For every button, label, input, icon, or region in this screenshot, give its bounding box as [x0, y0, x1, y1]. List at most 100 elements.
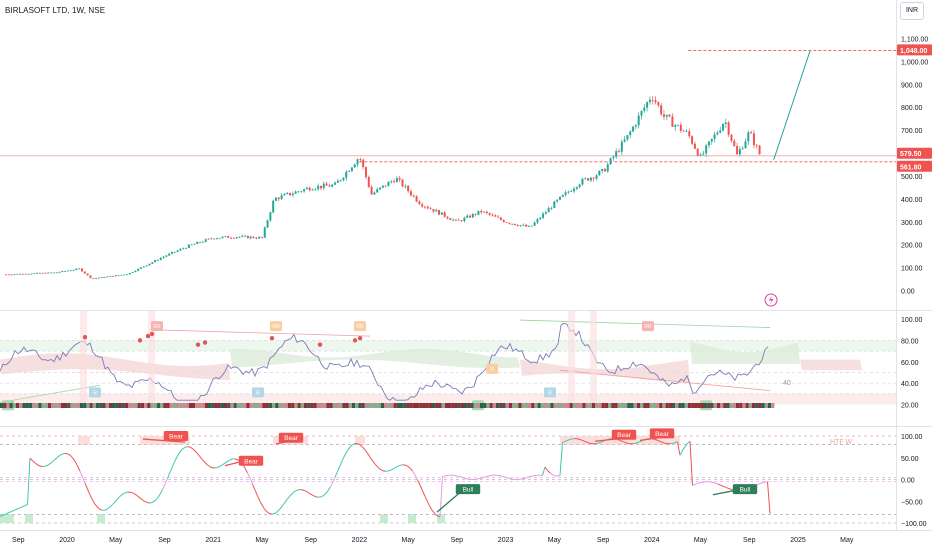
osc-line-segment	[37, 464, 41, 467]
osc-line-segment	[637, 441, 641, 444]
osc-line-segment	[762, 481, 766, 484]
osc-line-segment	[407, 465, 411, 469]
osc-line-segment	[439, 476, 443, 517]
candle-body	[36, 272, 39, 274]
candle-body	[471, 213, 474, 218]
rsi-state-strip	[38, 403, 42, 408]
osc-line-segment	[177, 451, 181, 457]
candle-body	[179, 248, 182, 251]
rsi-state-strip	[486, 403, 490, 408]
rsi-highlight	[568, 311, 575, 408]
rsi-state-strip	[627, 403, 631, 408]
osc-line-segment	[282, 502, 286, 507]
osc-line-segment	[484, 475, 488, 478]
price-label-bg	[897, 44, 932, 56]
osc-line-segment	[457, 475, 461, 478]
rsi-state-strip	[140, 403, 144, 408]
osc-line-segment	[59, 453, 63, 456]
candle-body	[564, 192, 567, 195]
osc-line-segment	[662, 441, 666, 444]
time-axis-tick: May	[548, 537, 562, 544]
rsi-state-strip	[313, 403, 317, 408]
osc-line-segment	[414, 474, 418, 480]
rsi-state-strip	[150, 403, 154, 408]
rsi-state-strip	[336, 403, 340, 408]
candle-body	[69, 270, 72, 272]
rsi-state-strip	[422, 403, 426, 408]
rsi-state-strip	[332, 403, 336, 408]
osc-ob-zone	[78, 436, 90, 445]
rsi-state-strip	[444, 403, 448, 408]
rsi-state-strip	[745, 403, 749, 408]
rsi-signal-dot	[145, 333, 151, 339]
candle-body	[255, 238, 258, 239]
osc-line-segment	[429, 506, 433, 512]
candle-body	[584, 178, 587, 180]
rsi-state-strip	[713, 403, 717, 408]
rsi-state-strip	[496, 403, 500, 408]
rsi-lower-band	[0, 393, 896, 405]
candle-body	[5, 274, 8, 276]
osc-os-zone	[437, 514, 445, 523]
price-axis-tick: 400.00	[901, 197, 923, 204]
candle-body	[758, 145, 761, 155]
osc-line-segment	[197, 453, 201, 458]
time-axis-tick: Sep	[158, 537, 171, 544]
rsi-tag	[270, 321, 282, 332]
rsi-state-strip	[179, 403, 183, 408]
rsi-tag-text: RR	[153, 324, 161, 330]
osc-line-segment	[729, 488, 733, 491]
candle-body	[665, 114, 668, 117]
candle-body	[190, 244, 193, 246]
candle-body	[353, 164, 356, 168]
rsi-state-strip	[752, 403, 756, 408]
rsi-state-strip	[710, 403, 714, 408]
osc-line-segment	[249, 478, 253, 485]
rsi-trendline	[149, 329, 371, 337]
rsi-state-strip	[358, 403, 362, 408]
currency-button[interactable]: INR	[900, 2, 924, 20]
rsi-state-strip	[25, 403, 29, 408]
rsi-state-strip	[412, 403, 416, 408]
rsi-state-strip	[396, 403, 400, 408]
candle-body	[322, 183, 325, 189]
osc-line-segment	[404, 464, 408, 467]
osc-line-segment	[434, 513, 438, 517]
rsi-state-strip	[524, 403, 528, 408]
osc-line-segment	[7, 511, 11, 514]
rsi-state-strip	[764, 403, 768, 408]
osc-line-segment	[319, 495, 323, 498]
rsi-state-strip	[320, 403, 324, 408]
rsi-state-strip	[665, 403, 669, 408]
candle-body	[38, 272, 41, 274]
osc-line-segment	[199, 456, 203, 461]
candle-body	[294, 191, 297, 194]
osc-line-segment	[577, 438, 581, 440]
candle-body	[452, 219, 455, 221]
rsi-state-strip	[371, 403, 375, 408]
rsi-state-strip	[236, 403, 240, 408]
candle-body	[533, 222, 536, 226]
candle-body	[64, 270, 67, 272]
rsi-state-strip	[220, 403, 224, 408]
rsi-state-strip	[540, 403, 544, 408]
rsi-state-strip	[502, 403, 506, 408]
candle-body	[409, 191, 412, 196]
osc-os-zone	[408, 514, 416, 523]
osc-line-segment	[522, 477, 526, 480]
osc-line-segment	[134, 493, 138, 497]
osc-line-segment	[174, 455, 178, 462]
rsi-state-strip	[585, 403, 589, 408]
candle-body	[390, 181, 393, 183]
candle-body	[716, 132, 719, 135]
candle-body	[696, 148, 699, 156]
rsi-tag-text: R	[256, 390, 260, 396]
osc-line-segment	[432, 510, 436, 515]
rsi-state-strip	[102, 403, 106, 408]
rsi-highlight	[590, 311, 597, 408]
rsi-state-strip	[96, 403, 100, 408]
candle-body	[334, 182, 337, 185]
price-axis-tick: 0.00	[901, 289, 915, 296]
candle-body	[364, 167, 367, 178]
